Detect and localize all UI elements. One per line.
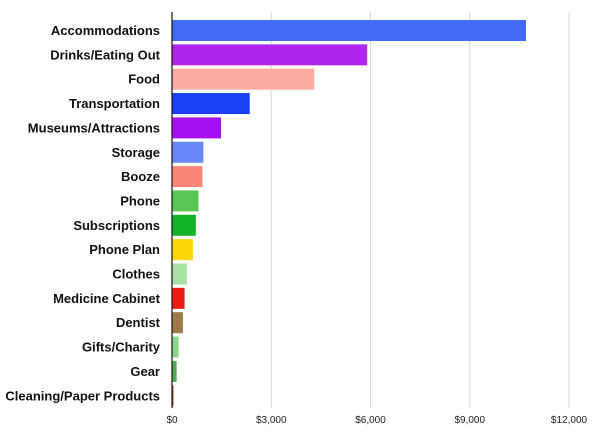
category-label: Cleaning/Paper Products (5, 388, 160, 403)
bar (172, 263, 187, 285)
x-tick-label: $6,000 (355, 415, 386, 426)
bar (172, 360, 177, 382)
bar-layer (172, 20, 526, 407)
bar (172, 93, 250, 115)
bar (172, 214, 196, 236)
category-label: Clothes (112, 267, 160, 282)
bar (172, 312, 183, 334)
x-tick-label: $0 (166, 415, 178, 426)
bar (172, 166, 203, 188)
x-tick-label: $9,000 (454, 415, 485, 426)
category-label: Dentist (116, 315, 161, 330)
category-label: Museums/Attractions (28, 120, 160, 135)
category-label: Booze (121, 169, 160, 184)
bar (172, 141, 204, 163)
bar (172, 239, 193, 261)
bar (172, 287, 185, 309)
tick-label-layer: $0 $3,000 $6,000 $9,000 $12,000 (166, 415, 587, 426)
x-tick-label: $3,000 (256, 415, 287, 426)
category-label: Drinks/Eating Out (50, 47, 160, 62)
category-label: Storage (112, 145, 160, 160)
bar (172, 68, 315, 90)
category-label-layer: Accommodations Drinks/Eating Out Food Trans… (5, 23, 160, 403)
bar (172, 117, 221, 139)
category-label: Accommodations (51, 23, 160, 38)
bar (172, 385, 174, 407)
bar (172, 336, 179, 358)
x-tick-label: $12,000 (551, 415, 588, 426)
category-label: Medicine Cabinet (53, 291, 161, 306)
bar (172, 44, 368, 66)
category-label: Food (128, 72, 160, 87)
grid-layer (270, 12, 570, 408)
category-label: Transportation (69, 96, 160, 111)
category-label: Phone (120, 193, 160, 208)
category-label: Phone Plan (89, 242, 160, 257)
category-label: Gifts/Charity (82, 340, 161, 355)
bar (172, 20, 526, 41)
category-label: Subscriptions (73, 218, 160, 233)
category-label: Gear (130, 364, 160, 379)
bar (172, 190, 199, 212)
